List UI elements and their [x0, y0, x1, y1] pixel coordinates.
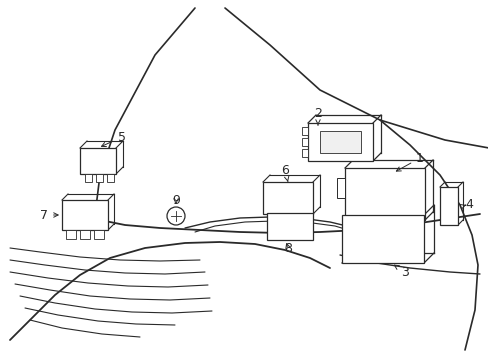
- Bar: [96, 174, 103, 182]
- Bar: [439, 187, 457, 225]
- Bar: [66, 230, 76, 239]
- Bar: [345, 168, 424, 220]
- Text: 1: 1: [396, 152, 423, 171]
- Bar: [302, 138, 307, 146]
- Bar: [85, 174, 92, 182]
- Bar: [307, 123, 372, 161]
- Text: 7: 7: [40, 208, 58, 221]
- Bar: [263, 182, 312, 214]
- Bar: [107, 174, 114, 182]
- Text: 5: 5: [102, 131, 126, 147]
- Bar: [94, 230, 104, 239]
- Circle shape: [167, 207, 184, 225]
- Bar: [302, 149, 307, 157]
- Text: 6: 6: [281, 163, 288, 182]
- Text: 9: 9: [172, 194, 180, 207]
- Bar: [80, 230, 90, 239]
- Text: 8: 8: [284, 242, 291, 255]
- Bar: [319, 131, 360, 153]
- Bar: [336, 178, 345, 198]
- Bar: [62, 200, 108, 230]
- Text: 3: 3: [394, 265, 408, 279]
- Text: 4: 4: [459, 198, 472, 211]
- Bar: [341, 215, 423, 263]
- Bar: [266, 213, 312, 240]
- Bar: [80, 148, 116, 174]
- Bar: [302, 127, 307, 135]
- Text: 2: 2: [313, 107, 321, 125]
